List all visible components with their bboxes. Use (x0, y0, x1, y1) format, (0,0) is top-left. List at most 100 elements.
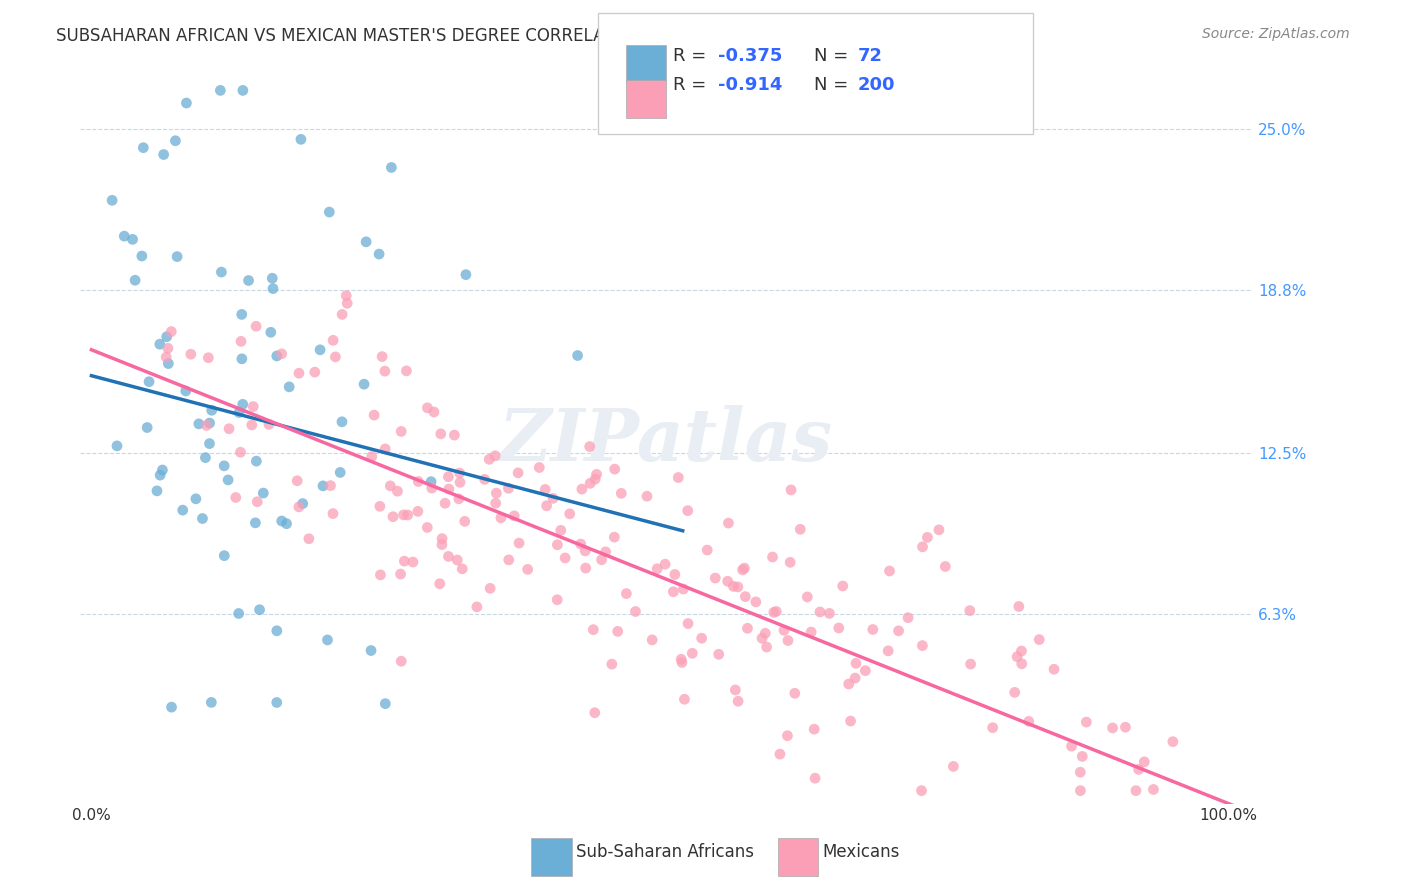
Text: R =: R = (673, 47, 713, 65)
Point (423, 405, 446, 419)
Point (845, 657, 868, 671)
Point (172, 503, 194, 517)
Point (723, 579, 745, 593)
Text: N =: N = (814, 76, 853, 94)
Point (380, 161, 402, 175)
Point (887, 624, 910, 638)
Point (416, 401, 439, 415)
Point (304, 365, 326, 379)
Text: Mexicans: Mexicans (823, 843, 900, 861)
Point (392, 508, 415, 522)
Point (270, 514, 292, 528)
Point (844, 671, 866, 685)
Point (534, 483, 557, 497)
Point (270, 347, 292, 361)
Point (734, 590, 756, 604)
Point (200, 695, 222, 709)
Point (780, 483, 803, 497)
Point (266, 624, 288, 638)
Point (389, 567, 412, 582)
Text: R =: R = (673, 76, 713, 94)
Point (406, 504, 429, 518)
Point (454, 514, 477, 528)
Text: N =: N = (814, 47, 853, 65)
Point (803, 722, 825, 736)
Point (1069, 783, 1091, 797)
Point (776, 633, 799, 648)
Point (449, 475, 471, 490)
Point (160, 700, 183, 714)
Point (278, 380, 301, 394)
Point (201, 403, 224, 417)
Point (485, 496, 508, 510)
Point (641, 632, 664, 647)
Point (454, 268, 477, 282)
Point (209, 83, 232, 97)
Point (446, 553, 468, 567)
Point (624, 605, 647, 619)
Point (298, 532, 321, 546)
Point (430, 538, 453, 552)
Point (146, 483, 169, 498)
Point (755, 640, 778, 654)
Point (360, 643, 382, 657)
Point (437, 469, 460, 483)
Point (1125, 783, 1147, 797)
Point (245, 454, 267, 468)
Point (437, 482, 460, 496)
Point (437, 549, 460, 564)
Point (285, 474, 308, 488)
Point (319, 478, 342, 492)
Point (176, 96, 198, 111)
Point (430, 532, 453, 546)
Point (420, 475, 443, 489)
Point (353, 377, 375, 392)
Point (191, 511, 214, 525)
Point (550, 524, 572, 538)
Point (614, 586, 637, 600)
Point (322, 507, 344, 521)
Point (928, 523, 950, 537)
Point (246, 494, 269, 508)
Point (479, 582, 502, 596)
Point (583, 706, 606, 720)
Point (737, 621, 759, 635)
Point (212, 458, 235, 473)
Point (449, 466, 471, 480)
Point (124, 273, 146, 287)
Point (897, 610, 920, 624)
Point (160, 325, 183, 339)
Point (152, 463, 174, 477)
Point (776, 729, 799, 743)
Point (266, 696, 288, 710)
Point (808, 605, 831, 619)
Point (579, 476, 602, 491)
Point (671, 656, 693, 670)
Point (569, 537, 592, 551)
Point (934, 559, 956, 574)
Point (387, 484, 409, 499)
Point (574, 544, 596, 558)
Point (1043, 662, 1066, 676)
Point (666, 470, 689, 484)
Point (498, 553, 520, 567)
Point (1142, 782, 1164, 797)
Point (474, 472, 496, 486)
Point (662, 584, 685, 599)
Point (1076, 715, 1098, 730)
Point (578, 440, 600, 454)
Point (673, 692, 696, 706)
Point (214, 549, 236, 563)
Point (704, 571, 727, 585)
Point (430, 426, 453, 441)
Point (498, 481, 520, 495)
Point (554, 551, 576, 566)
Point (368, 500, 391, 514)
Point (266, 349, 288, 363)
Point (309, 343, 332, 357)
Point (374, 442, 396, 456)
Point (696, 543, 718, 558)
Point (157, 357, 180, 371)
Point (676, 503, 699, 517)
Point (336, 296, 359, 310)
